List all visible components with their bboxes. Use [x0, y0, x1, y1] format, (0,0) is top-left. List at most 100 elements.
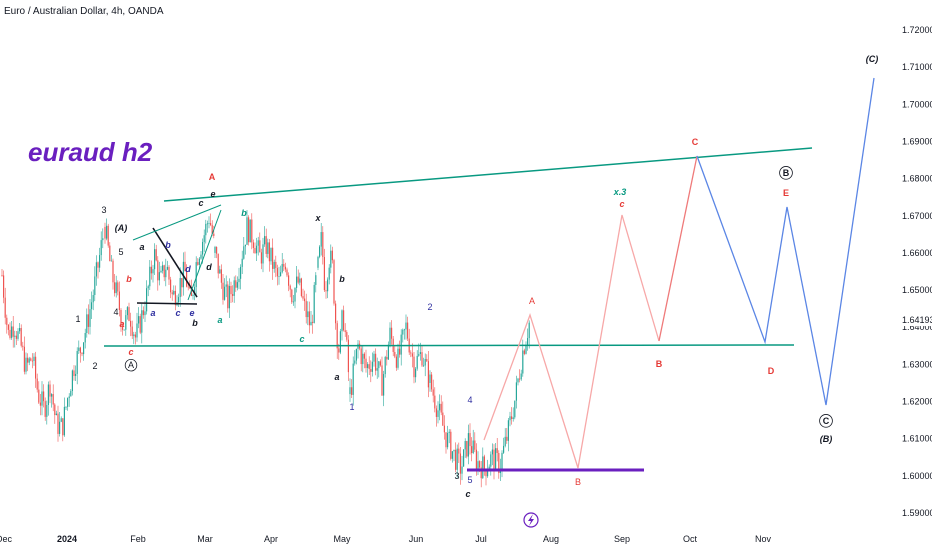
candle-body — [9, 329, 11, 338]
candle-body — [117, 282, 119, 292]
candle-body — [240, 266, 242, 279]
candle-body — [320, 232, 322, 247]
candle-body — [384, 356, 386, 375]
candle-body — [509, 416, 511, 421]
candle-body — [325, 290, 327, 292]
candle-body — [391, 327, 393, 339]
candle-body — [431, 374, 433, 390]
candle-body — [128, 307, 130, 321]
candle-body — [208, 223, 210, 224]
candle-body — [122, 326, 124, 330]
candle-body — [347, 339, 349, 373]
candle-body — [283, 264, 285, 267]
candle-body — [71, 370, 73, 392]
candle-body — [115, 282, 117, 294]
wave-label: c — [198, 198, 203, 208]
candle-body — [363, 353, 365, 359]
candle-body — [346, 332, 348, 340]
candle-body — [448, 431, 450, 433]
candle-body — [394, 351, 396, 357]
candle-body — [397, 348, 399, 368]
candle-body — [65, 406, 67, 408]
candle-body — [197, 262, 199, 265]
candle-body — [514, 400, 516, 418]
candle-body — [217, 253, 219, 274]
candle-body — [44, 401, 46, 417]
candle-body — [471, 446, 473, 454]
candle-body — [453, 449, 455, 452]
candle-body — [102, 238, 104, 241]
candle-body — [155, 249, 157, 261]
candle-body — [403, 329, 405, 331]
candle-body — [233, 280, 235, 296]
candle-body — [6, 317, 8, 325]
candle-body — [86, 314, 88, 333]
y-tick-label: 1.59000 — [902, 508, 932, 518]
candle-body — [351, 387, 353, 395]
candle-body — [432, 389, 434, 396]
candle-body — [107, 225, 109, 246]
wave-label: c — [619, 199, 624, 209]
wave-label: b — [165, 240, 171, 250]
candle-body — [20, 328, 22, 346]
candle-body — [304, 298, 306, 302]
wave-label: B — [783, 168, 790, 178]
wave-label: E — [783, 188, 789, 198]
candle-body — [291, 289, 293, 303]
y-tick-label: 1.62000 — [902, 397, 932, 407]
candle-body — [415, 368, 417, 378]
candle-body — [246, 217, 248, 245]
candle-body — [386, 356, 388, 360]
candle-body — [134, 334, 136, 338]
candle-body — [158, 272, 160, 281]
candle-body — [198, 258, 200, 265]
candle-body — [189, 287, 191, 288]
candle-body — [136, 323, 138, 338]
candle-body — [275, 261, 277, 269]
candle-body — [463, 449, 465, 467]
chart-header-title: Euro / Australian Dollar, 4h, OANDA — [4, 6, 164, 17]
candle-body — [341, 310, 343, 332]
candle-body — [272, 247, 274, 269]
projection-blue-path — [696, 77, 875, 406]
candle-body — [313, 284, 315, 323]
candle-body — [60, 418, 62, 422]
candle-body — [455, 449, 457, 470]
candle-body — [264, 236, 266, 245]
wave-label: C — [692, 137, 699, 147]
candle-body — [200, 254, 202, 259]
candle-body — [195, 262, 197, 288]
candle-body — [30, 358, 32, 361]
candle-body — [485, 469, 487, 477]
candle-body — [55, 413, 57, 416]
candle-body — [456, 448, 458, 470]
candle-body — [466, 441, 468, 457]
wave-label: c — [299, 334, 304, 344]
candle-body — [278, 276, 280, 277]
candle-body — [179, 278, 181, 298]
candle-body — [243, 246, 245, 259]
wave-label: D — [768, 366, 775, 376]
candle-body — [389, 327, 391, 345]
wave-label: b — [241, 208, 247, 218]
candle-body — [109, 245, 111, 262]
candle-body — [12, 326, 14, 337]
candle-body — [84, 332, 86, 343]
wave-label: b — [339, 274, 345, 284]
candle-body — [383, 374, 385, 396]
candle-body — [319, 246, 321, 257]
candle-body — [94, 276, 96, 295]
candle-body — [154, 249, 156, 270]
candle-body — [254, 247, 256, 254]
candle-body — [23, 346, 25, 372]
candle-body — [248, 217, 250, 243]
x-tick-label: Aug — [543, 534, 559, 544]
candle-body — [78, 347, 80, 351]
candle-body — [142, 310, 144, 316]
candle-body — [25, 357, 27, 372]
wave-label: a — [217, 315, 222, 325]
y-tick-label: 1.68000 — [902, 174, 932, 184]
wave-label: B — [656, 359, 663, 369]
candle-body — [106, 225, 108, 239]
